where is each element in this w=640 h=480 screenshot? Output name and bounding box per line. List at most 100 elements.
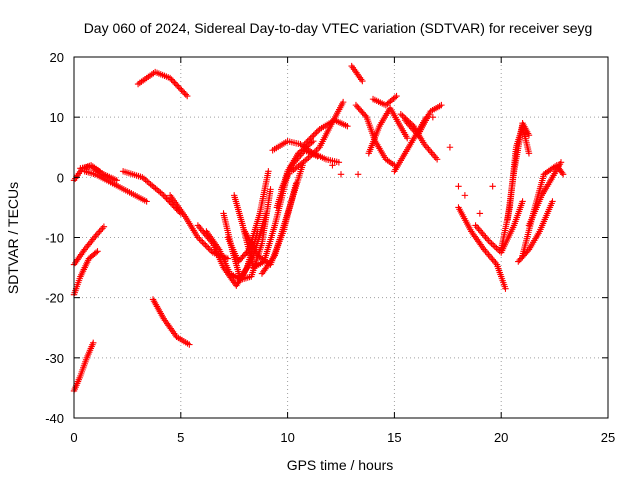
data-point: [455, 183, 462, 190]
data-point: [404, 135, 411, 142]
series-arc-06: [77, 163, 120, 184]
data-point: [172, 80, 180, 88]
data-point: [92, 249, 100, 256]
data-point: [200, 240, 208, 247]
data-point: [178, 86, 185, 94]
data-point: [176, 85, 184, 92]
data-point: [163, 195, 170, 202]
series-arc-03: [70, 223, 108, 268]
chart-title: Day 060 of 2024, Sidereal Day-to-day VTE…: [84, 20, 593, 36]
series-arc-13: [220, 186, 274, 283]
y-tick-label: 20: [50, 50, 64, 65]
data-point: [502, 285, 509, 292]
data-point: [308, 133, 316, 140]
data-point: [186, 341, 193, 348]
data-point: [311, 130, 319, 137]
data-point: [476, 210, 484, 217]
x-tick-label: 20: [494, 430, 508, 445]
series-arc-29: [455, 204, 509, 292]
series-arc-20: [288, 98, 347, 175]
y-tick-label: -30: [45, 351, 64, 366]
data-point: [525, 150, 533, 157]
series-arc-07: [119, 168, 184, 217]
data-point: [94, 248, 101, 255]
series-arc-28: [401, 101, 445, 139]
data-point: [489, 183, 496, 190]
data-point: [184, 92, 191, 100]
data-point: [160, 192, 167, 199]
data-points: [70, 62, 567, 395]
series-arc-22: [301, 116, 351, 148]
data-point: [305, 136, 313, 143]
data-point: [100, 223, 108, 230]
data-point: [199, 238, 206, 246]
data-point: [202, 241, 209, 249]
data-point: [393, 92, 400, 100]
series-arc-10: [166, 192, 231, 262]
data-point: [267, 186, 274, 193]
data-point: [461, 192, 469, 199]
series-arc-09: [149, 296, 193, 348]
data-point: [359, 77, 366, 85]
data-point: [181, 89, 188, 97]
data-point: [194, 234, 202, 241]
data-point: [143, 198, 150, 205]
x-tick-label: 5: [177, 430, 184, 445]
series-arc-32: [504, 119, 533, 223]
data-point: [307, 135, 314, 142]
data-point: [179, 88, 187, 95]
data-point: [168, 76, 175, 83]
data-point: [302, 139, 310, 146]
data-point: [301, 141, 308, 148]
data-point: [557, 159, 565, 166]
data-point: [166, 198, 173, 205]
data-point: [337, 171, 345, 178]
y-tick-label: -10: [45, 231, 64, 246]
data-point: [314, 127, 322, 134]
data-point: [329, 162, 336, 169]
data-point: [354, 171, 362, 178]
data-point: [205, 244, 212, 252]
series-arc-24: [365, 104, 411, 157]
y-tick-label: 0: [57, 170, 64, 185]
data-point: [335, 159, 343, 166]
data-point: [549, 198, 556, 205]
data-point: [171, 79, 178, 86]
data-point: [344, 122, 351, 130]
x-tick-label: 10: [280, 430, 294, 445]
data-point: [438, 101, 445, 109]
series-arc-17: [258, 162, 306, 277]
data-point: [90, 339, 97, 346]
data-point: [362, 112, 369, 119]
data-point: [166, 74, 174, 82]
data-point: [525, 132, 533, 139]
data-point: [206, 246, 214, 253]
y-axis-label: SDTVAR / TECUs: [5, 182, 21, 294]
y-tick-label: -20: [45, 291, 64, 306]
data-point: [113, 177, 120, 184]
x-tick-label: 0: [70, 430, 77, 445]
data-point: [339, 98, 347, 106]
data-point: [433, 156, 441, 163]
data-point: [446, 144, 454, 151]
data-point: [313, 129, 320, 136]
data-point: [175, 83, 182, 91]
x-tick-label: 15: [387, 430, 401, 445]
axis-ticks: 0 5 10 15 20 25 -40 -30 -20 -10 0 10 20: [45, 50, 615, 445]
data-point: [559, 171, 567, 178]
data-point: [310, 132, 317, 139]
data-point: [203, 243, 211, 250]
series-arc-35: [519, 162, 567, 259]
data-point: [169, 77, 177, 85]
data-point: [265, 168, 272, 175]
series-arc-36: [348, 62, 366, 85]
series-arc-15: [224, 168, 272, 265]
data-point: [519, 198, 526, 205]
series-arc-21: [269, 138, 343, 166]
x-tick-label: 25: [601, 430, 615, 445]
data-point: [391, 94, 399, 101]
x-axis-label: GPS time / hours: [287, 457, 394, 473]
series-arc-08: [134, 68, 191, 100]
